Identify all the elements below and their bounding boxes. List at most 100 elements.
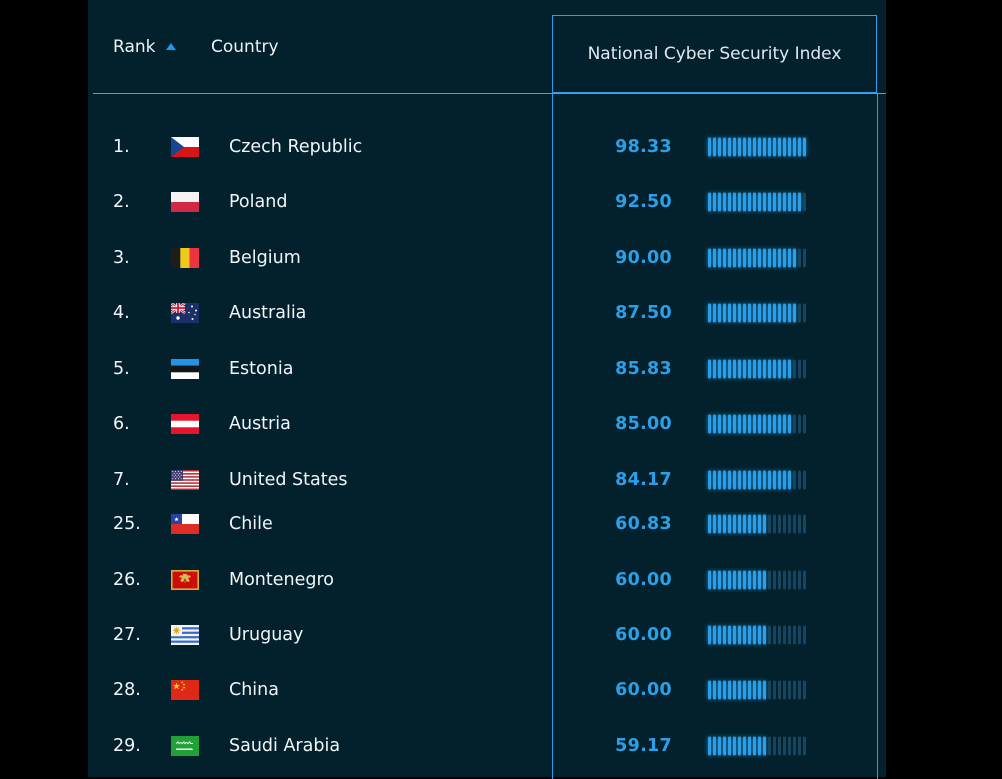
column-header-index[interactable]: National Cyber Security Index [552,15,877,93]
bar-tick-filled [788,192,791,212]
bar-tick-filled [743,680,746,700]
bar-tick-filled [758,248,761,268]
bar-tick-filled [718,680,721,700]
bar-tick-filled [728,680,731,700]
bar-tick-filled [783,359,786,379]
bar-tick-filled [738,248,741,268]
bar-tick-empty [773,570,776,590]
bar-tick-filled [708,192,711,212]
bar-tick-empty [798,680,801,700]
rank-cell: 25. [113,514,141,534]
index-bar [708,625,806,645]
table-row[interactable]: 7. United States 84.17 [88,458,886,502]
country-name: Belgium [229,248,301,268]
table-row[interactable]: 5. Estonia 85.83 [88,347,886,391]
column-header-country[interactable]: Country [211,0,279,93]
table-row[interactable]: 26. Montenegro 60.00 [88,558,886,602]
index-score: 59.17 [615,736,672,756]
bar-tick-filled [778,359,781,379]
bar-tick-filled [783,248,786,268]
bar-tick-filled [753,570,756,590]
bar-tick-filled [763,414,766,434]
bar-tick-filled [788,248,791,268]
bar-tick-filled [723,470,726,490]
bar-tick-filled [758,137,761,157]
bar-tick-filled [748,470,751,490]
bar-tick-filled [748,680,751,700]
bar-tick-filled [728,137,731,157]
bar-tick-filled [718,192,721,212]
table-row[interactable]: 2. Poland 92.50 [88,180,886,224]
index-score: 60.00 [615,570,672,590]
bar-tick-empty [803,736,806,756]
table-row[interactable]: 3. Belgium 90.00 [88,236,886,280]
bar-tick-filled [763,736,766,756]
rank-cell: 28. [113,680,141,700]
index-bar [708,192,806,212]
bar-tick-filled [773,192,776,212]
bar-tick-empty [803,359,806,379]
table-row[interactable]: 25. Chile 60.83 [88,502,886,546]
table-row[interactable]: 1. Czech Republic 98.33 [88,125,886,169]
bar-tick-filled [733,359,736,379]
index-bar [708,359,806,379]
country-flag-icon [171,303,199,323]
bar-tick-filled [728,514,731,534]
rank-cell: 6. [113,414,130,434]
bar-tick-filled [738,192,741,212]
rank-cell: 29. [113,736,141,756]
country-flag-icon [171,359,199,379]
index-bar [708,514,806,534]
bar-tick-filled [758,303,761,323]
bar-tick-filled [753,680,756,700]
bar-tick-filled [733,137,736,157]
bar-tick-filled [728,470,731,490]
table-row[interactable]: 27. Uruguay 60.00 [88,613,886,657]
table-row[interactable]: 6. Austria 85.00 [88,402,886,446]
bar-tick-empty [768,680,771,700]
bar-tick-filled [758,736,761,756]
bar-tick-filled [773,137,776,157]
bar-tick-empty [768,570,771,590]
bar-tick-filled [788,137,791,157]
bar-tick-filled [788,359,791,379]
bar-tick-empty [798,514,801,534]
bar-tick-filled [763,570,766,590]
bar-tick-filled [743,248,746,268]
bar-tick-filled [743,470,746,490]
bar-tick-filled [708,736,711,756]
bar-tick-filled [708,625,711,645]
bar-tick-filled [718,414,721,434]
bar-tick-filled [753,192,756,212]
bar-tick-filled [723,514,726,534]
bar-tick-filled [728,303,731,323]
bar-tick-filled [708,248,711,268]
table-row[interactable]: 29. Saudi Arabia 59.17 [88,724,886,768]
bar-tick-empty [783,570,786,590]
bar-tick-filled [758,570,761,590]
bar-tick-filled [768,248,771,268]
bar-tick-filled [738,570,741,590]
country-flag-icon [171,680,199,700]
bar-tick-filled [753,414,756,434]
bar-tick-empty [783,514,786,534]
bar-tick-filled [768,137,771,157]
bar-tick-filled [763,137,766,157]
bar-tick-filled [738,470,741,490]
bar-tick-filled [708,359,711,379]
bar-tick-filled [783,137,786,157]
bar-tick-filled [708,680,711,700]
bar-tick-filled [778,470,781,490]
table-row[interactable]: 4. Australia 87.50 [88,291,886,335]
bar-tick-filled [733,248,736,268]
bar-tick-filled [733,192,736,212]
table-row[interactable]: 28. China 60.00 [88,668,886,712]
column-header-rank[interactable]: Rank [113,0,177,93]
bar-tick-filled [778,248,781,268]
bar-tick-filled [748,303,751,323]
rank-cell: 27. [113,625,141,645]
bar-tick-empty [803,625,806,645]
bar-tick-filled [783,414,786,434]
bar-tick-filled [753,736,756,756]
